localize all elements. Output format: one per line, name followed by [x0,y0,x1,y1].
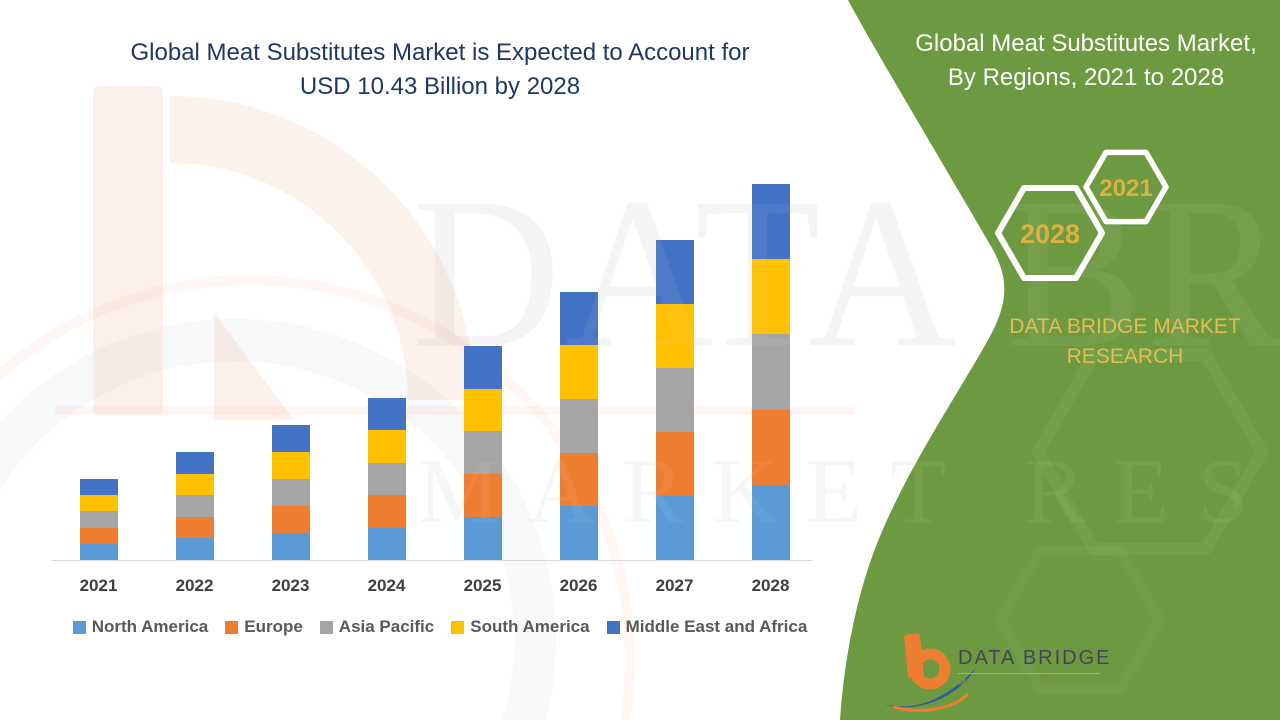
bar-segment-2026-middle-east-and-africa [559,291,598,346]
legend-swatch [451,620,465,634]
legend-swatch [606,620,620,634]
hexagon-label-2028: 2028 [1019,219,1081,249]
bar-segment-2022-middle-east-and-africa [175,452,214,474]
bar-segment-2025-north-america [463,517,502,560]
bar-segment-2027-middle-east-and-africa [655,239,694,304]
logo-name-text: DATA BRIDGE [958,647,1112,669]
bar-segment-2021-north-america [79,543,118,560]
x-axis-label-2024: 2024 [367,576,406,595]
legend-item-middle-east-and-africa: Middle East and Africa [606,617,808,637]
x-axis-label-2028: 2028 [751,576,790,595]
bar-segment-2028-middle-east-and-africa [751,183,790,260]
legend-item-europe: Europe [225,617,303,637]
bar-segment-2025-asia-pacific [463,431,502,475]
bar-segment-2021-asia-pacific [79,511,118,528]
bar-segment-2023-asia-pacific [271,479,310,506]
bar-segment-2023-europe [271,506,310,533]
bar-segment-2023-north-america [271,533,310,560]
bar-segment-2024-europe [367,495,406,528]
bar-segment-2023-middle-east-and-africa [271,425,310,452]
bar-segment-2024-middle-east-and-africa [367,398,406,431]
x-axis-line [52,560,812,561]
logo-subtitle-text: MARKET RESEARCH [959,678,1116,687]
bar-segment-2027-europe [655,431,694,496]
bar-segment-2026-north-america [559,506,598,560]
x-axis-label-2026: 2026 [559,576,598,595]
legend-label: South America [470,617,590,636]
brand-wordmark-line2: RESEARCH [1066,345,1184,368]
bar-segment-2028-europe [751,409,790,485]
brand-wordmark: DATA BRIDGE MARKET RESEARCH [975,312,1275,372]
legend-label: Europe [244,617,303,636]
chart-title-line1: Global Meat Substitutes Market is Expect… [130,39,750,66]
bar-segment-2021-south-america [79,495,118,512]
x-axis-label-2021: 2021 [79,576,118,595]
bar-segment-2026-south-america [559,345,598,400]
x-axis-label-2023: 2023 [271,576,310,595]
bar-segment-2022-north-america [175,538,214,560]
hexagon-2028 [995,185,1105,281]
bar-segment-2023-south-america [271,452,310,479]
legend-item-north-america: North America [72,617,209,637]
bar-segment-2028-north-america [751,484,790,560]
legend-swatch [319,620,333,634]
side-panel-title-line2: By Regions, 2021 to 2028 [947,64,1225,91]
bar-segment-2025-europe [463,474,502,518]
x-axis-label-2027: 2027 [655,576,694,595]
legend-label: North America [91,617,209,636]
bar-segment-2026-asia-pacific [559,399,598,453]
legend-swatch [225,620,239,634]
bar-segment-2027-north-america [655,495,694,560]
legend-item-south-america: South America [451,617,590,637]
x-axis-label-2022: 2022 [175,576,214,595]
hexagon-label-2021: 2021 [1099,175,1153,202]
bar-segment-2024-asia-pacific [367,462,406,496]
bar-segment-2024-north-america [367,527,406,560]
bar-segment-2028-asia-pacific [751,334,790,410]
bar-segment-2027-south-america [655,303,694,368]
legend-item-asia-pacific: Asia Pacific [319,617,435,637]
bar-segment-2021-middle-east-and-africa [79,479,118,496]
hexagon-2021 [1083,149,1169,225]
bar-segment-2025-south-america [463,388,502,432]
legend-swatch [72,620,86,634]
bar-segment-2021-europe [79,527,118,544]
chart-title-line2: USD 10.43 Billion by 2028 [299,73,581,100]
chart-legend: North America Europe Asia Pacific South Ame… [0,617,880,637]
x-axis-label-2025: 2025 [463,576,502,595]
chart-title: Global Meat Substitutes Market is Expect… [0,36,880,104]
bar-segment-2028-south-america [751,259,790,335]
side-panel-title: Global Meat Substitutes Market, By Regio… [900,27,1272,95]
bar-segment-2022-asia-pacific [175,495,214,517]
side-panel-title-line1: Global Meat Substitutes Market, [915,30,1257,57]
logo-divider-line [958,673,1100,674]
bar-segment-2024-south-america [367,430,406,463]
bar-segment-2022-europe [175,516,214,539]
bar-segment-2022-south-america [175,473,214,496]
bar-segment-2027-asia-pacific [655,367,694,432]
bar-segment-2026-europe [559,452,598,507]
brand-wordmark-line1: DATA BRIDGE MARKET [1009,315,1241,338]
data-bridge-logo-icon [884,633,976,712]
legend-label: Middle East and Africa [625,617,808,636]
bar-segment-2025-middle-east-and-africa [463,345,502,389]
legend-label: Asia Pacific [338,617,435,636]
